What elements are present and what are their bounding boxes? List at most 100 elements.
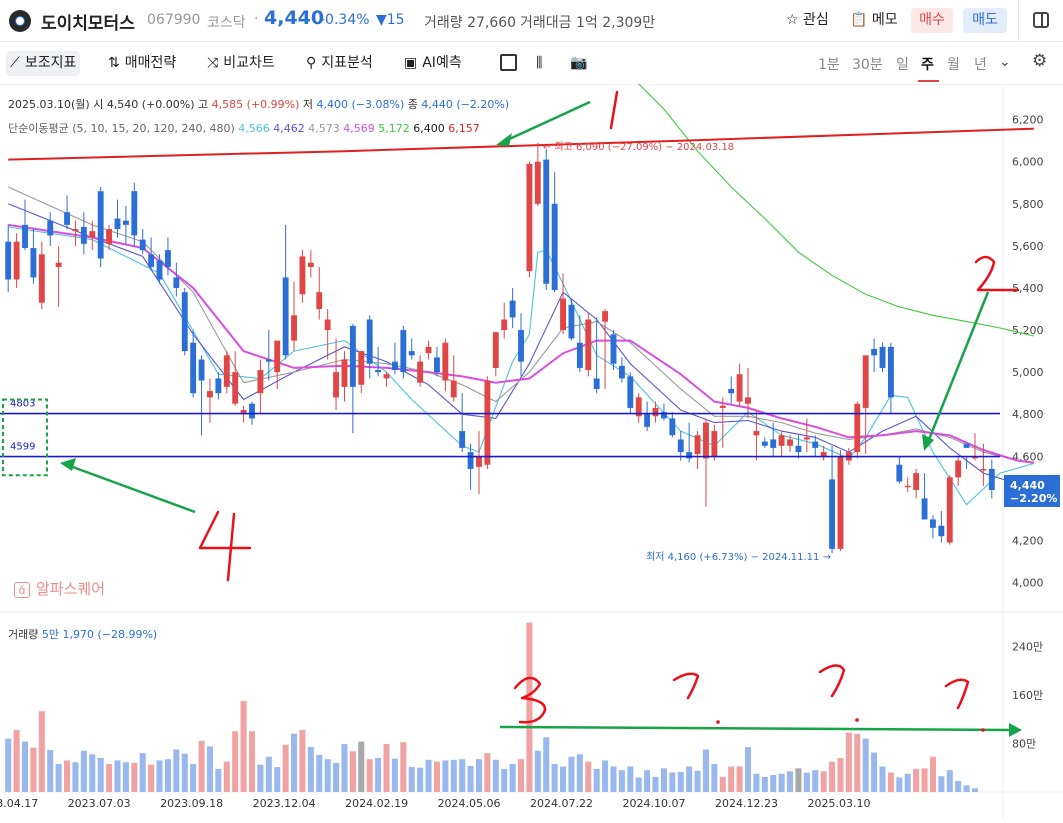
candle-body xyxy=(887,346,894,398)
candle-body xyxy=(593,378,600,389)
camera-icon[interactable]: 📷 xyxy=(570,55,588,71)
candle-body xyxy=(450,380,457,398)
candle-body xyxy=(97,191,104,259)
volume-bar xyxy=(711,764,718,792)
candle-body xyxy=(257,370,264,394)
candle-body xyxy=(921,498,928,520)
volume-bar xyxy=(13,730,20,792)
volume-bar xyxy=(963,785,970,792)
sell-button[interactable]: 매도 xyxy=(963,8,1007,33)
volume-bar xyxy=(190,764,197,792)
horizontal-line-label: 4803 xyxy=(10,399,35,410)
change-percent: -0.34% xyxy=(320,12,370,28)
volume-bar xyxy=(854,733,861,792)
x-tick-label: 2024.12.23 xyxy=(715,797,778,810)
candle-body xyxy=(80,226,87,244)
volume-bar xyxy=(291,733,298,792)
candle-body xyxy=(215,378,222,394)
panel-toggle-icon[interactable] xyxy=(1033,12,1049,28)
volume-bar xyxy=(106,764,113,792)
period-month[interactable]: 월 xyxy=(947,57,960,73)
sort-arrows-icon: ⇅ xyxy=(108,55,120,71)
y-tick-label: 5,000 xyxy=(1012,366,1044,379)
candle-body xyxy=(106,229,113,244)
candle-body xyxy=(896,464,903,482)
candle-body xyxy=(22,224,28,249)
handwritten-mark-4 xyxy=(198,510,252,582)
candle-body xyxy=(761,441,768,446)
candle-body xyxy=(501,319,508,331)
memo-button[interactable]: 📋 메모 xyxy=(850,8,898,33)
volume-bar xyxy=(719,776,726,792)
candle-body xyxy=(282,277,289,356)
candle-body xyxy=(139,239,146,251)
candle-body xyxy=(492,332,499,368)
volume-bar xyxy=(21,741,29,792)
candle-body xyxy=(274,340,281,373)
volume-bar xyxy=(417,767,424,792)
candle-body xyxy=(47,220,54,236)
candle-body xyxy=(518,330,524,362)
strategy-button[interactable]: ⇅ 매매전략 xyxy=(108,51,176,76)
ai-predict-button[interactable]: ▣ AI예측 xyxy=(404,51,462,76)
candle-body xyxy=(854,403,861,453)
volume-bar xyxy=(265,756,272,792)
candle-body xyxy=(358,351,365,385)
ma-info: 단순이동평균 (5, 10, 15, 20, 120, 240, 480) 4,… xyxy=(8,120,480,136)
selected-period-underline xyxy=(918,80,939,82)
volume-bar xyxy=(358,741,365,792)
candle-body xyxy=(963,443,970,448)
period-year[interactable]: 년 xyxy=(974,57,987,73)
chevron-down-icon[interactable]: ⌄ xyxy=(999,54,1011,70)
volume-bar xyxy=(971,788,979,792)
candle-body xyxy=(543,159,550,284)
candle-body xyxy=(585,319,592,371)
candle-body xyxy=(383,374,390,379)
volume-bar xyxy=(728,766,735,792)
ohlc-info: 2025.03.10(월) 시 4,540 (+0.00%) 고 4,585 (… xyxy=(8,96,509,112)
candle-body xyxy=(240,410,247,415)
ma-line-120 xyxy=(638,83,1034,337)
x-tick-label: 2024.07.22 xyxy=(530,797,593,810)
compare-button[interactable]: ⤨ 비교차트 xyxy=(207,51,275,76)
indicators-button[interactable]: ⟋ 보조지표 xyxy=(6,51,81,76)
volume-bar xyxy=(72,762,79,792)
green-arrow xyxy=(926,291,990,443)
gear-icon[interactable]: ⚙ xyxy=(1032,51,1048,71)
candle-body xyxy=(148,254,155,267)
info-high-label: 고 xyxy=(198,98,209,111)
candle-body xyxy=(249,403,255,419)
candle-body xyxy=(728,388,735,394)
analysis-button[interactable]: ⚲ 지표분석 xyxy=(306,51,373,76)
volume-tick-label: 240만 xyxy=(1012,640,1043,653)
candle-body xyxy=(459,431,466,448)
volume-bar xyxy=(618,770,625,792)
volume-bar xyxy=(635,777,642,792)
period-1min[interactable]: 1분 xyxy=(818,57,840,73)
period-day[interactable]: 일 xyxy=(896,57,909,73)
candle-body xyxy=(862,355,869,408)
favorite-button[interactable]: ☆ 관심 xyxy=(786,8,829,33)
square-draw-icon[interactable] xyxy=(500,54,517,71)
period-week[interactable]: 주 xyxy=(921,57,934,73)
candle-body xyxy=(627,376,634,408)
candle-body xyxy=(265,359,272,362)
candle-body xyxy=(669,418,676,436)
x-tick-label: 2023.04.17 xyxy=(0,797,38,810)
candle-body xyxy=(72,229,79,232)
compare-label: 비교차트 xyxy=(223,55,275,71)
handwritten-dot xyxy=(855,718,859,722)
candle-body xyxy=(38,254,45,303)
arrow-head xyxy=(60,458,76,471)
candle-body xyxy=(972,456,978,459)
ma-value: 5,172 xyxy=(374,122,410,135)
buy-button[interactable]: 매수 xyxy=(911,8,953,33)
candle-body xyxy=(173,277,180,288)
candle-body xyxy=(366,319,373,364)
volume-label: 거래량 xyxy=(8,628,39,641)
candle-type-icon[interactable]: ⫼ xyxy=(536,55,543,71)
ma-value: 6,157 xyxy=(444,122,480,135)
period-30min[interactable]: 30분 xyxy=(852,57,883,73)
